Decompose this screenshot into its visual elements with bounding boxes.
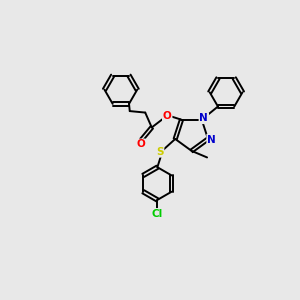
Text: N: N [200, 113, 208, 123]
Text: S: S [156, 147, 164, 157]
Text: O: O [136, 140, 145, 149]
Text: O: O [163, 110, 172, 121]
Text: Cl: Cl [152, 209, 163, 219]
Text: N: N [207, 135, 216, 145]
